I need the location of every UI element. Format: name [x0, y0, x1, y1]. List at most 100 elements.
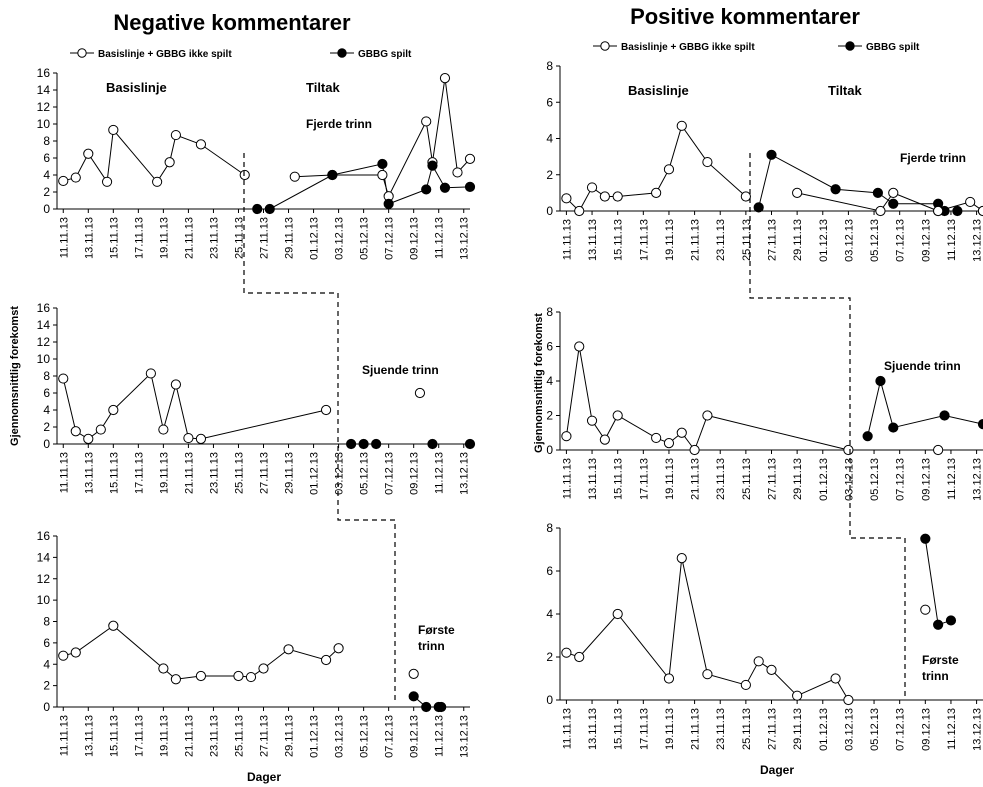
data-point-open	[920, 604, 931, 615]
x-tick-label: 11.11.13	[58, 715, 70, 756]
data-point-open	[561, 431, 572, 442]
x-tick-label: 07.12.13	[384, 452, 396, 495]
data-point-open	[651, 187, 662, 198]
y-tick-label: 2	[43, 420, 50, 434]
x-tick-label: 11.11.13	[561, 708, 573, 749]
x-tick-label: 09.12.13	[920, 708, 932, 751]
y-tick-label: 16	[37, 301, 51, 315]
x-tick-label: 15.11.13	[613, 458, 625, 500]
data-point-open	[933, 444, 944, 456]
x-tick-label: 03.12.13	[334, 452, 346, 495]
x-tick-label: 25.11.13	[741, 458, 753, 500]
y-tick-label: 2	[43, 185, 50, 199]
series-line	[566, 557, 849, 701]
data-point-open	[676, 427, 687, 438]
x-tick-label: 21.11.13	[183, 452, 195, 494]
data-point-open	[158, 663, 169, 674]
x-tick-label: 09.12.13	[409, 715, 421, 758]
x-tick-label: 23.11.13	[715, 708, 727, 750]
x-tick-label: 13.11.13	[587, 219, 599, 261]
panel-annotation: Fjerde trinn	[306, 117, 372, 131]
x-tick-label: 11.11.13	[58, 217, 70, 258]
y-tick-label: 8	[43, 369, 50, 383]
phase-label-treatment-pos: Tiltak	[828, 83, 862, 98]
x-tick-label: 21.11.13	[690, 219, 702, 261]
y-tick-label: 0	[546, 204, 553, 218]
x-tick-label: 27.11.13	[767, 219, 779, 261]
y-tick-label: 6	[43, 151, 50, 165]
phase-label-baseline-neg: Basislinje	[106, 80, 167, 95]
x-tick-label: 13.12.13	[972, 708, 983, 751]
data-point-open	[792, 187, 803, 198]
data-point-open	[586, 182, 598, 193]
data-point-filled	[977, 419, 983, 430]
data-point-open	[152, 176, 163, 187]
data-point-open	[233, 670, 244, 682]
data-point-open	[377, 169, 388, 181]
x-tick-label: 13.11.13	[587, 458, 599, 500]
y-tick-label: 6	[43, 636, 50, 650]
x-tick-label: 23.11.13	[208, 452, 220, 494]
data-point-open	[170, 129, 181, 141]
x-tick-label: 19.11.13	[664, 458, 676, 500]
y-tick-label: 0	[43, 700, 50, 714]
data-point-filled	[920, 533, 931, 544]
data-point-open	[740, 191, 751, 202]
x-tick-label: 03.12.13	[843, 219, 855, 262]
y-tick-label: 12	[37, 335, 51, 349]
panel-annotation: Sjuende trinn	[362, 363, 439, 377]
x-tick-label: 19.11.13	[158, 715, 170, 757]
x-tick-label: 25.11.13	[741, 219, 753, 261]
data-point-open	[183, 432, 194, 444]
data-point-open	[70, 426, 81, 437]
data-point-open	[70, 647, 81, 658]
x-tick-label: 05.12.13	[359, 452, 371, 495]
x-tick-label: 19.11.13	[158, 452, 170, 494]
x-tick-label: 13.12.13	[972, 458, 983, 501]
data-point-open	[245, 671, 257, 683]
legend-marker-open	[600, 41, 610, 51]
x-tick-label: 21.11.13	[183, 217, 195, 259]
data-point-open	[95, 424, 106, 435]
x-tick-label: 19.11.13	[664, 219, 676, 261]
data-point-open	[599, 434, 610, 445]
y-tick-label: 14	[37, 318, 51, 332]
x-tick-label: 27.11.13	[767, 708, 779, 750]
data-point-filled	[358, 438, 369, 450]
x-tick-label: 29.11.13	[792, 708, 804, 750]
x-tick-label: 17.11.13	[638, 458, 650, 500]
x-tick-label: 01.12.13	[309, 452, 321, 495]
y-tick-label: 16	[37, 529, 51, 543]
x-tick-label: 27.11.13	[259, 452, 271, 494]
data-point-open	[599, 191, 610, 202]
x-tick-label: 05.12.13	[869, 708, 881, 751]
x-tick-label: 23.11.13	[208, 715, 220, 757]
x-tick-label: 13.12.13	[459, 715, 471, 758]
data-point-filled	[830, 184, 841, 195]
data-point-open	[792, 690, 803, 701]
y-tick-label: 6	[43, 386, 50, 400]
data-point-filled	[346, 438, 357, 450]
data-point-open	[843, 694, 854, 706]
x-tick-label: 01.12.13	[818, 708, 830, 751]
legend-label-filled: GBBG spilt	[358, 49, 412, 60]
chart-panel-6: 0 2 4 6 8 11.11.13 13.11.13 15.11.13 17.11.13 19.…	[546, 521, 983, 751]
data-point-open	[702, 410, 713, 421]
data-point-filled	[875, 375, 886, 387]
series-line	[797, 192, 939, 212]
data-point-open	[651, 432, 662, 444]
x-tick-label: 17.11.13	[133, 217, 145, 259]
x-tick-label: 15.11.13	[108, 715, 120, 757]
data-point-open	[108, 404, 119, 416]
legend-marker-filled	[337, 48, 347, 58]
data-point-open	[170, 674, 181, 685]
series-line	[63, 625, 339, 680]
chart-title-negative: Negative kommentarer	[113, 10, 351, 35]
series-line	[566, 124, 747, 212]
y-tick-label: 8	[546, 521, 553, 535]
data-point-open	[58, 650, 69, 661]
y-tick-label: 12	[37, 572, 51, 586]
y-tick-label: 6	[546, 564, 553, 578]
data-point-filled	[408, 691, 419, 702]
x-tick-label: 17.11.13	[133, 452, 145, 494]
